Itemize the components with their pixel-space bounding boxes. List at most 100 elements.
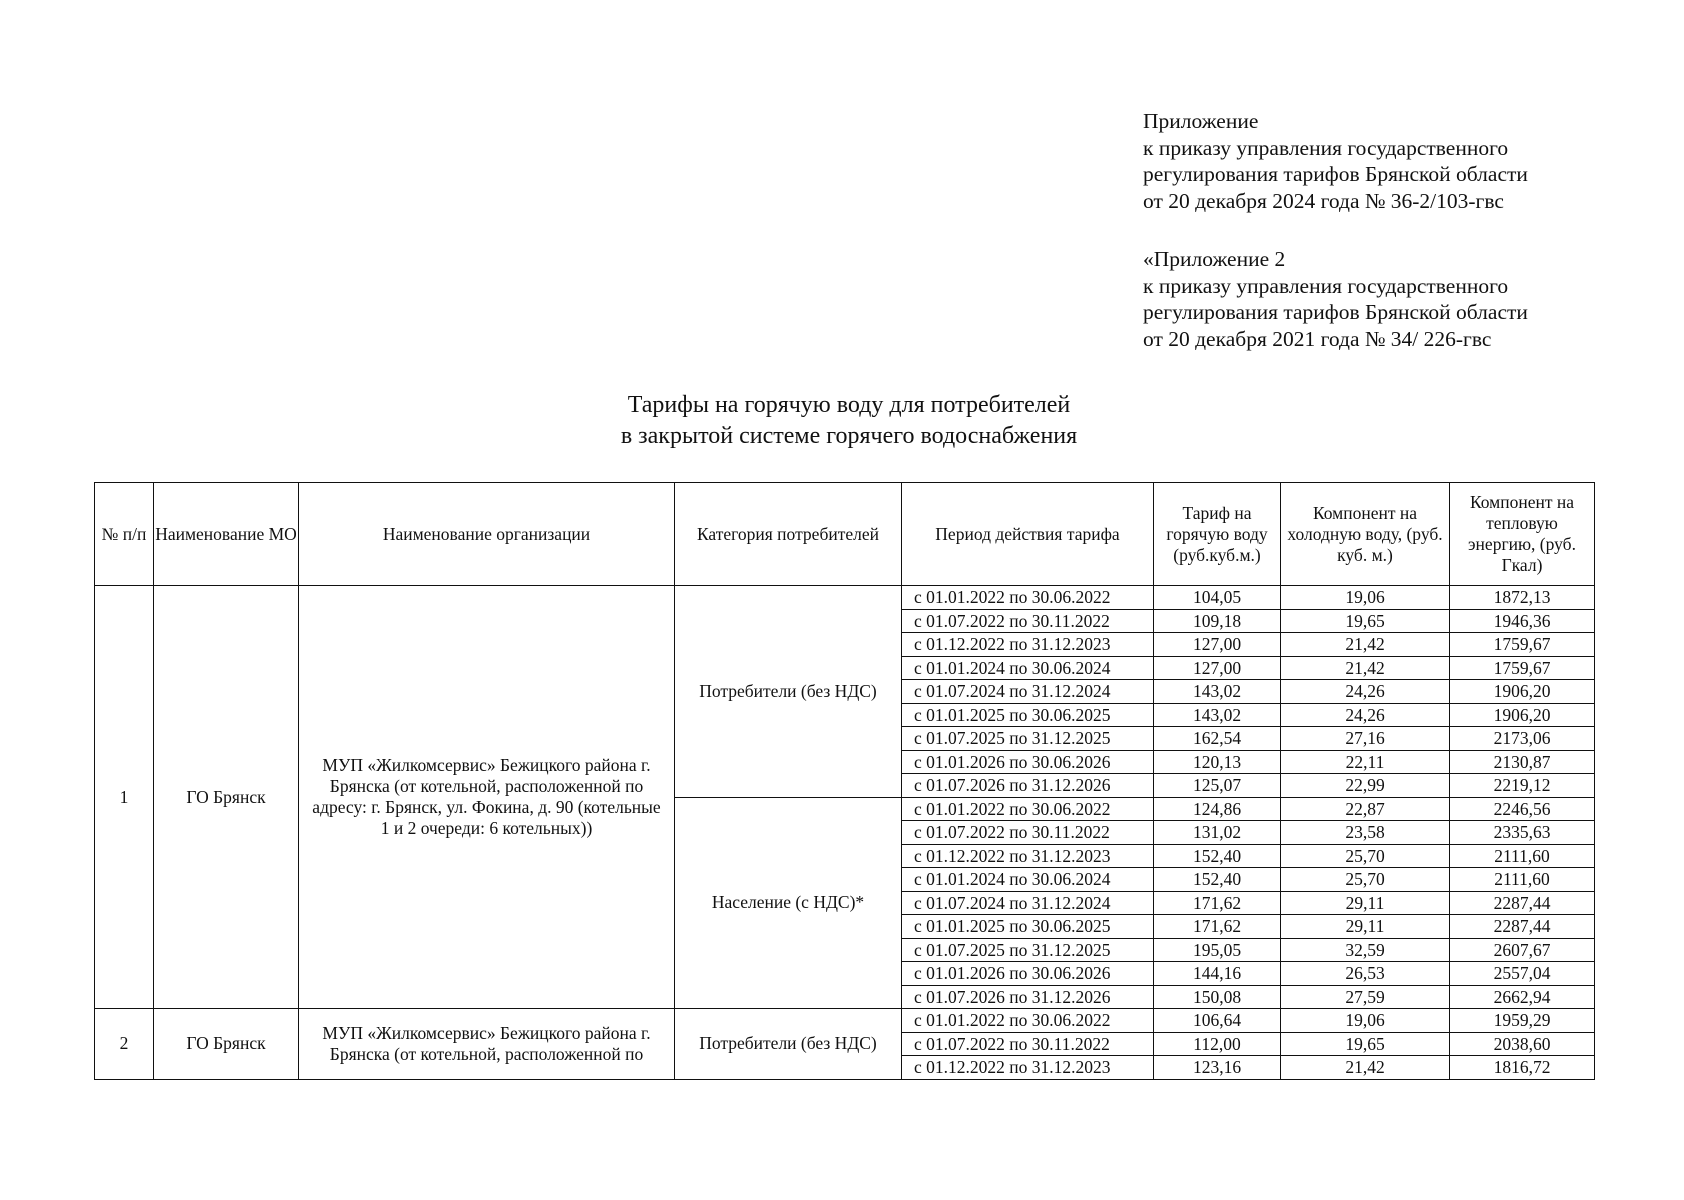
column-header: Компонент на тепловую энергию, (руб. Гка… [1449, 482, 1595, 586]
heat-energy-component-cell: 2246,56 [1449, 796, 1595, 821]
table-row: с 01.07.2022 по 30.11.2022 109,18 19,65 194… [95, 608, 1595, 633]
note-line: регулирования тарифов Брянской области [1143, 300, 1528, 324]
note-line: от 20 декабря 2024 года № 36-2/103-гвс [1143, 188, 1504, 213]
consumer-category-cell: Потребители (без НДС) [674, 1008, 902, 1080]
table-row: с 01.01.2024 по 30.06.2024 127,00 21,42 175… [95, 655, 1595, 680]
tariff-period-cell: с 01.01.2024 по 30.06.2024 [901, 867, 1154, 892]
table-row: 2 ГО Брянск МУП «Жилкомсервис» Бежицкого р… [94, 1008, 1595, 1080]
heat-energy-component-cell: 2219,12 [1449, 773, 1595, 798]
note-line: от 20 декабря 2021 года № 34/ 226-гвс [1143, 326, 1492, 351]
tariff-period-cell: с 01.12.2022 по 31.12.2023 [901, 632, 1154, 657]
hot-water-tariff-cell: 152,40 [1153, 867, 1281, 892]
tariff-period-cell: с 01.01.2022 по 30.06.2022 [901, 585, 1154, 610]
heat-energy-component-cell: 2557,04 [1449, 961, 1595, 986]
cold-water-component-cell: 22,99 [1280, 773, 1450, 798]
cold-water-component-cell: 32,59 [1280, 937, 1450, 962]
document-title: Тарифы на горячую воду для потребителей … [0, 390, 1684, 452]
heat-energy-component-cell: 1946,36 [1449, 608, 1595, 633]
cold-water-component-cell: 21,42 [1280, 1055, 1450, 1080]
hot-water-tariff-cell: 144,16 [1153, 961, 1281, 986]
cold-water-component-cell: 29,11 [1280, 890, 1450, 915]
cold-water-component-cell: 19,06 [1280, 1008, 1450, 1033]
table-row: с 01.01.2026 по 30.06.2026 120,13 22,11 213… [95, 749, 1595, 774]
tariff-period-cell: с 01.12.2022 по 31.12.2023 [901, 843, 1154, 868]
organization-cell: МУП «Жилкомсервис» Бежицкого района г. Б… [298, 585, 675, 1009]
heat-energy-component-cell: 2335,63 [1449, 820, 1595, 845]
heat-energy-component-cell: 1759,67 [1449, 632, 1595, 657]
hot-water-tariff-cell: 125,07 [1153, 773, 1281, 798]
tariff-period-cell: с 01.01.2022 по 30.06.2022 [901, 1008, 1154, 1033]
tariff-period-cell: с 01.07.2026 по 31.12.2026 [901, 773, 1154, 798]
hot-water-tariff-cell: 104,05 [1153, 585, 1281, 610]
heat-energy-component-cell: 2038,60 [1449, 1031, 1595, 1056]
hot-water-tariff-cell: 124,86 [1153, 796, 1281, 821]
note-line: регулирования тарифов Брянской области [1143, 162, 1528, 186]
cold-water-component-cell: 24,26 [1280, 702, 1450, 727]
tariff-period-cell: с 01.01.2026 по 30.06.2026 [901, 749, 1154, 774]
table-row: Население (с НДС)* с 01.01.2022 по 30.06.… [95, 796, 1595, 1009]
heat-energy-component-cell: 2287,44 [1449, 914, 1595, 939]
column-header: № п/п [94, 482, 154, 586]
heat-energy-component-cell: 1872,13 [1449, 585, 1595, 610]
heat-energy-component-cell: 2287,44 [1449, 890, 1595, 915]
heat-energy-component-cell: 2173,06 [1449, 726, 1595, 751]
tariff-period-cell: с 01.07.2026 по 31.12.2026 [901, 984, 1154, 1009]
hot-water-tariff-cell: 127,00 [1153, 655, 1281, 680]
cold-water-component-cell: 19,65 [1280, 1031, 1450, 1056]
tariff-period-cell: с 01.01.2026 по 30.06.2026 [901, 961, 1154, 986]
hot-water-tariff-cell: 127,00 [1153, 632, 1281, 657]
tariff-period-cell: с 01.07.2024 по 31.12.2024 [901, 890, 1154, 915]
heat-energy-component-cell: 1959,29 [1449, 1008, 1595, 1033]
table-row: с 01.07.2024 по 31.12.2024 143,02 24,26 190… [95, 679, 1595, 704]
hot-water-tariff-cell: 162,54 [1153, 726, 1281, 751]
column-header: Период действия тарифа [901, 482, 1154, 586]
cold-water-component-cell: 29,11 [1280, 914, 1450, 939]
hot-water-tariff-cell: 171,62 [1153, 914, 1281, 939]
heat-energy-component-cell: 2111,60 [1449, 867, 1595, 892]
tariff-table: № п/п Наименование МО Наименование организ… [94, 482, 1595, 1080]
hot-water-tariff-cell: 120,13 [1153, 749, 1281, 774]
title-line: в закрытой системе горячего водоснабжени… [620, 423, 1078, 449]
table-row: с 01.07.2022 по 30.11.2022 112,00 19,65 203… [95, 1031, 1595, 1056]
hot-water-tariff-cell: 143,02 [1153, 702, 1281, 727]
note-line: к приказу управления государственного [1143, 273, 1509, 298]
tariff-period-cell: с 01.01.2022 по 30.06.2022 [901, 796, 1154, 821]
municipality-cell: ГО Брянск [153, 1008, 299, 1080]
consumer-category-cell: Потребители (без НДС) [674, 585, 902, 798]
hot-water-tariff-cell: 143,02 [1153, 679, 1281, 704]
tariff-period-cell: с 01.07.2022 по 30.11.2022 [901, 608, 1154, 633]
cold-water-component-cell: 21,42 [1280, 655, 1450, 680]
municipality-cell: ГО Брянск [153, 585, 299, 1009]
consumer-category-cell: Население (с НДС)* [674, 796, 902, 1009]
cold-water-component-cell: 26,53 [1280, 961, 1450, 986]
hot-water-tariff-cell: 112,00 [1153, 1031, 1281, 1056]
cold-water-component-cell: 27,16 [1280, 726, 1450, 751]
column-header: Наименование организации [298, 482, 675, 586]
cold-water-component-cell: 22,11 [1280, 749, 1450, 774]
tariff-period-cell: с 01.01.2025 по 30.06.2025 [901, 702, 1154, 727]
table-row: с 01.07.2026 по 31.12.2026 125,07 22,99 221… [95, 773, 1595, 798]
cold-water-component-cell: 23,58 [1280, 820, 1450, 845]
cold-water-component-cell: 21,42 [1280, 632, 1450, 657]
table-row: с 01.12.2022 по 31.12.2023 123,16 21,42 181… [95, 1055, 1595, 1080]
hot-water-tariff-cell: 152,40 [1153, 843, 1281, 868]
note-line: к приказу управления государственного [1143, 135, 1509, 160]
organization-cell: МУП «Жилкомсервис» Бежицкого района г. Б… [298, 1008, 675, 1080]
tariff-period-cell: с 01.07.2024 по 31.12.2024 [901, 679, 1154, 704]
column-header: Категория потребителей [674, 482, 902, 586]
cold-water-component-cell: 19,65 [1280, 608, 1450, 633]
hot-water-tariff-cell: 131,02 [1153, 820, 1281, 845]
table-header: № п/п Наименование МО Наименование организ… [94, 482, 1595, 586]
hot-water-tariff-cell: 150,08 [1153, 984, 1281, 1009]
heat-energy-component-cell: 2111,60 [1449, 843, 1595, 868]
tariff-period-cell: с 01.12.2022 по 31.12.2023 [901, 1055, 1154, 1080]
heat-energy-component-cell: 2662,94 [1449, 984, 1595, 1009]
heat-energy-component-cell: 1816,72 [1449, 1055, 1595, 1080]
table-row: с 01.01.2025 по 30.06.2025 143,02 24,26 190… [95, 702, 1595, 727]
cold-water-component-cell: 19,06 [1280, 585, 1450, 610]
table-row: с 01.07.2024 по 31.12.2024 171,62 29,11 228… [95, 890, 1595, 915]
column-header: Тариф на горячую воду (руб.куб.м.) [1153, 482, 1281, 586]
table-row: 1 ГО Брянск МУП «Жилкомсервис» Бежицкого р… [94, 585, 1595, 1009]
cold-water-component-cell: 22,87 [1280, 796, 1450, 821]
heat-energy-component-cell: 1759,67 [1449, 655, 1595, 680]
